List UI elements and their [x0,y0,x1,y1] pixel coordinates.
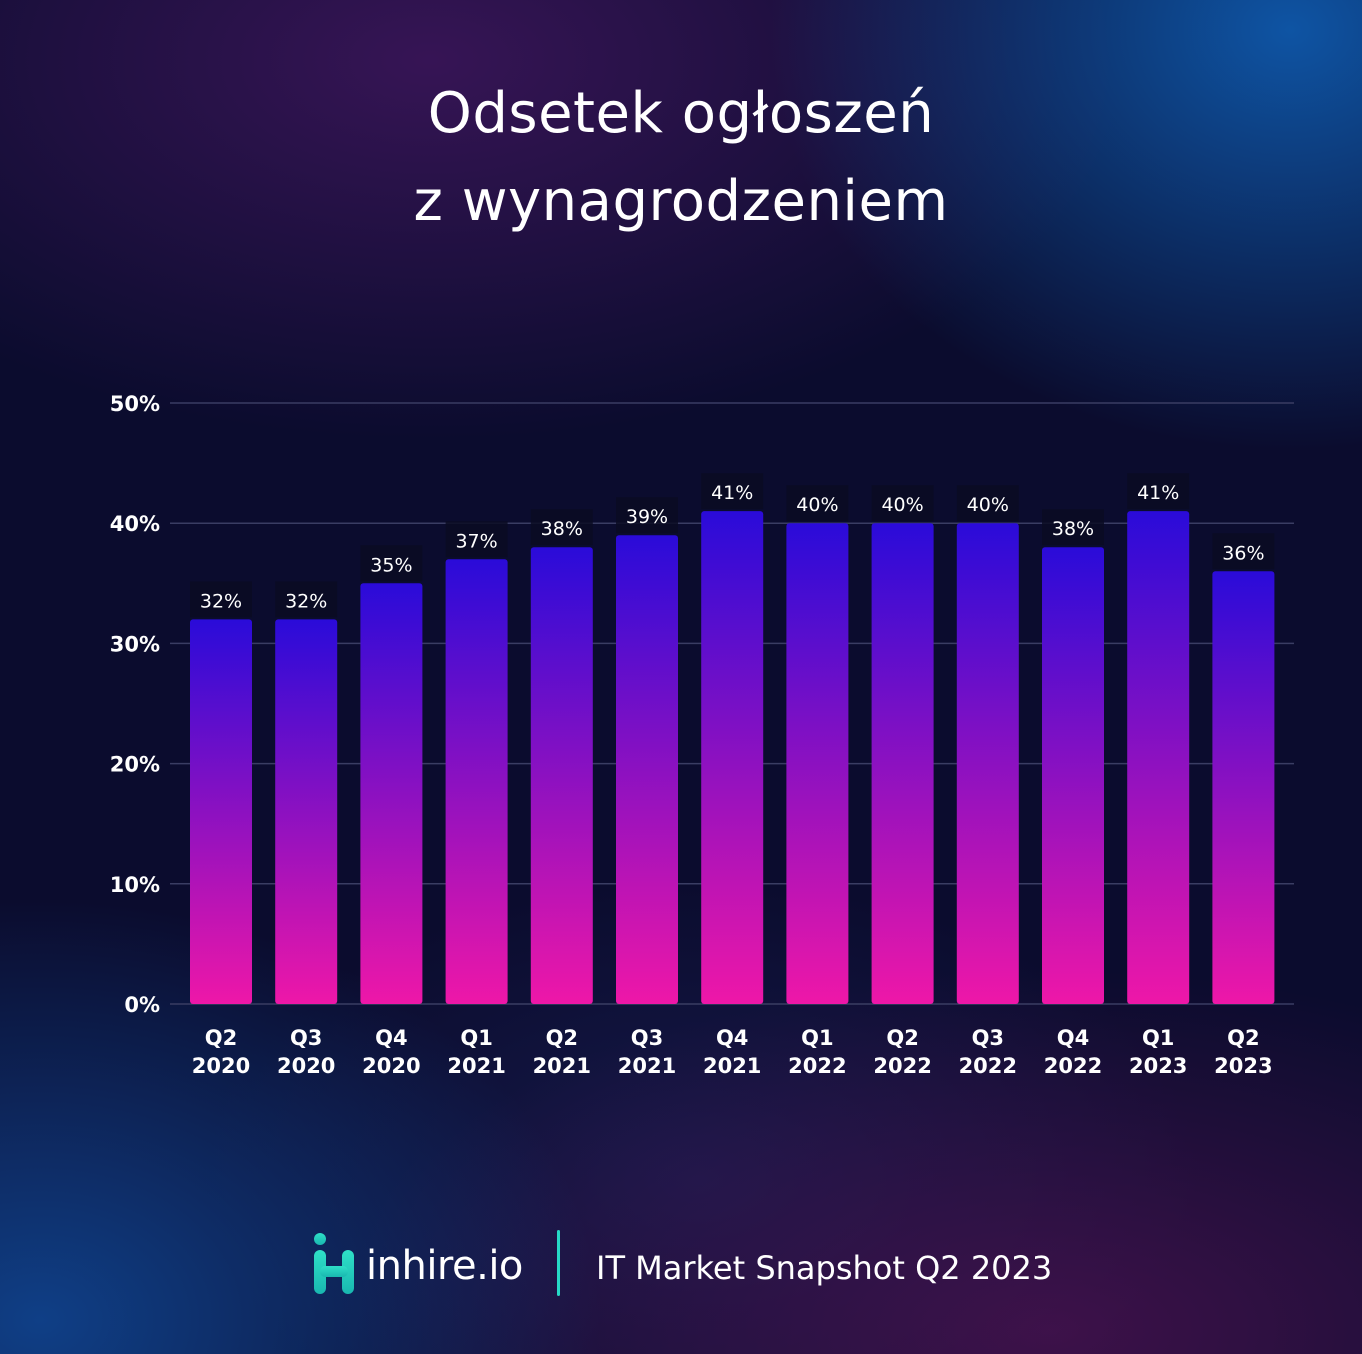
data-label: 32% [200,590,242,612]
data-label: 39% [626,506,668,528]
x-tick-label-year: 2022 [788,1054,846,1078]
x-tick-label-quarter: Q3 [972,1026,1004,1050]
data-label: 38% [541,518,583,540]
inhire-logo-icon [314,1233,354,1294]
data-label-box [1212,533,1275,570]
y-tick-label: 40% [110,512,160,536]
x-tick-label-quarter: Q4 [1057,1026,1089,1050]
footer-divider [557,1230,560,1296]
bar [1127,511,1190,1004]
data-label-box [786,485,849,522]
x-axis-tick-labels: Q2 2020 Q3 2020 Q4 2020 Q1 2021 Q2 2021 Q3 2021 Q4 20… [192,1026,1273,1078]
data-label-box [530,509,593,546]
data-label-box [1127,473,1190,510]
data-label-box [1042,509,1104,546]
data-label: 36% [1222,542,1264,564]
bar [786,523,849,1004]
data-label-box [275,581,338,618]
bar [530,547,593,1004]
bar [1212,571,1275,1004]
data-label: 41% [711,482,753,504]
chart-title-line-2: z wynagrodzeniem [413,169,949,234]
data-label-box [871,485,934,522]
x-tick-label-quarter: Q4 [716,1026,748,1050]
y-tick-label: 50% [110,392,160,416]
x-tick-label-year: 2022 [1044,1054,1102,1078]
y-tick-label: 10% [110,873,160,897]
bar [275,619,338,1004]
data-label: 40% [796,494,838,516]
x-tick-label-quarter: Q1 [460,1026,492,1050]
data-label-box [616,497,678,534]
x-tick-label-year: 2020 [192,1054,250,1078]
x-tick-label-year: 2021 [533,1054,591,1078]
data-label-box [956,485,1019,522]
x-tick-label-quarter: Q3 [290,1026,322,1050]
bar [190,619,252,1004]
bar [701,511,764,1004]
data-label: 37% [455,530,497,552]
y-tick-label: 20% [110,753,160,777]
data-labels: 32% 32% 35% 37% 38% 39% 41% 40% 40% 40% 38% 41% 36% [190,473,1275,618]
bar [1042,547,1104,1004]
x-tick-label-year: 2020 [362,1054,420,1078]
data-label: 40% [967,494,1009,516]
bar [956,523,1019,1004]
x-tick-label-quarter: Q2 [205,1026,237,1050]
x-tick-label-year: 2022 [873,1054,931,1078]
x-tick-label-quarter: Q2 [1227,1026,1259,1050]
data-label-box [445,521,508,558]
x-tick-label-year: 2023 [1129,1054,1187,1078]
brand-name: inhire.io [366,1243,523,1289]
x-tick-label-quarter: Q2 [886,1026,918,1050]
bar [360,583,423,1004]
bar [445,559,508,1004]
data-label-box [360,545,423,582]
data-label-box [701,473,764,510]
chart-title-line-1: Odsetek ogłoszeń [427,81,935,146]
x-tick-label-year: 2023 [1214,1054,1272,1078]
y-tick-label: 0% [124,993,160,1017]
x-tick-label-year: 2022 [959,1054,1017,1078]
x-tick-label-year: 2021 [618,1054,676,1078]
data-label: 41% [1137,482,1179,504]
x-tick-label-quarter: Q4 [375,1026,407,1050]
data-label: 38% [1052,518,1094,540]
chart-title: Odsetek ogłoszeń z wynagrodzeniem [0,70,1362,246]
x-tick-label-quarter: Q1 [1142,1026,1174,1050]
y-tick-label: 30% [110,632,160,656]
data-label-box [190,581,252,618]
footer: inhire.io IT Market Snapshot Q2 2023 [0,1228,1362,1300]
report-name: IT Market Snapshot Q2 2023 [596,1249,1053,1287]
data-label: 35% [370,554,412,576]
x-tick-label-year: 2021 [703,1054,761,1078]
x-tick-label-year: 2021 [447,1054,505,1078]
data-label: 32% [285,590,327,612]
y-axis-tick-labels: 0% 10% 20% 30% 40% 50% [110,392,160,1017]
bar [871,523,934,1004]
bar-chart: 0% 10% 20% 30% 40% 50% 32% 32% 35% 37% 38% 39% 41% 4… [110,392,1294,1078]
x-tick-label-quarter: Q2 [546,1026,578,1050]
data-label: 40% [881,494,923,516]
bars [190,511,1275,1004]
x-tick-label-quarter: Q1 [801,1026,833,1050]
x-tick-label-quarter: Q3 [631,1026,663,1050]
x-tick-label-year: 2020 [277,1054,335,1078]
bar [616,535,678,1004]
